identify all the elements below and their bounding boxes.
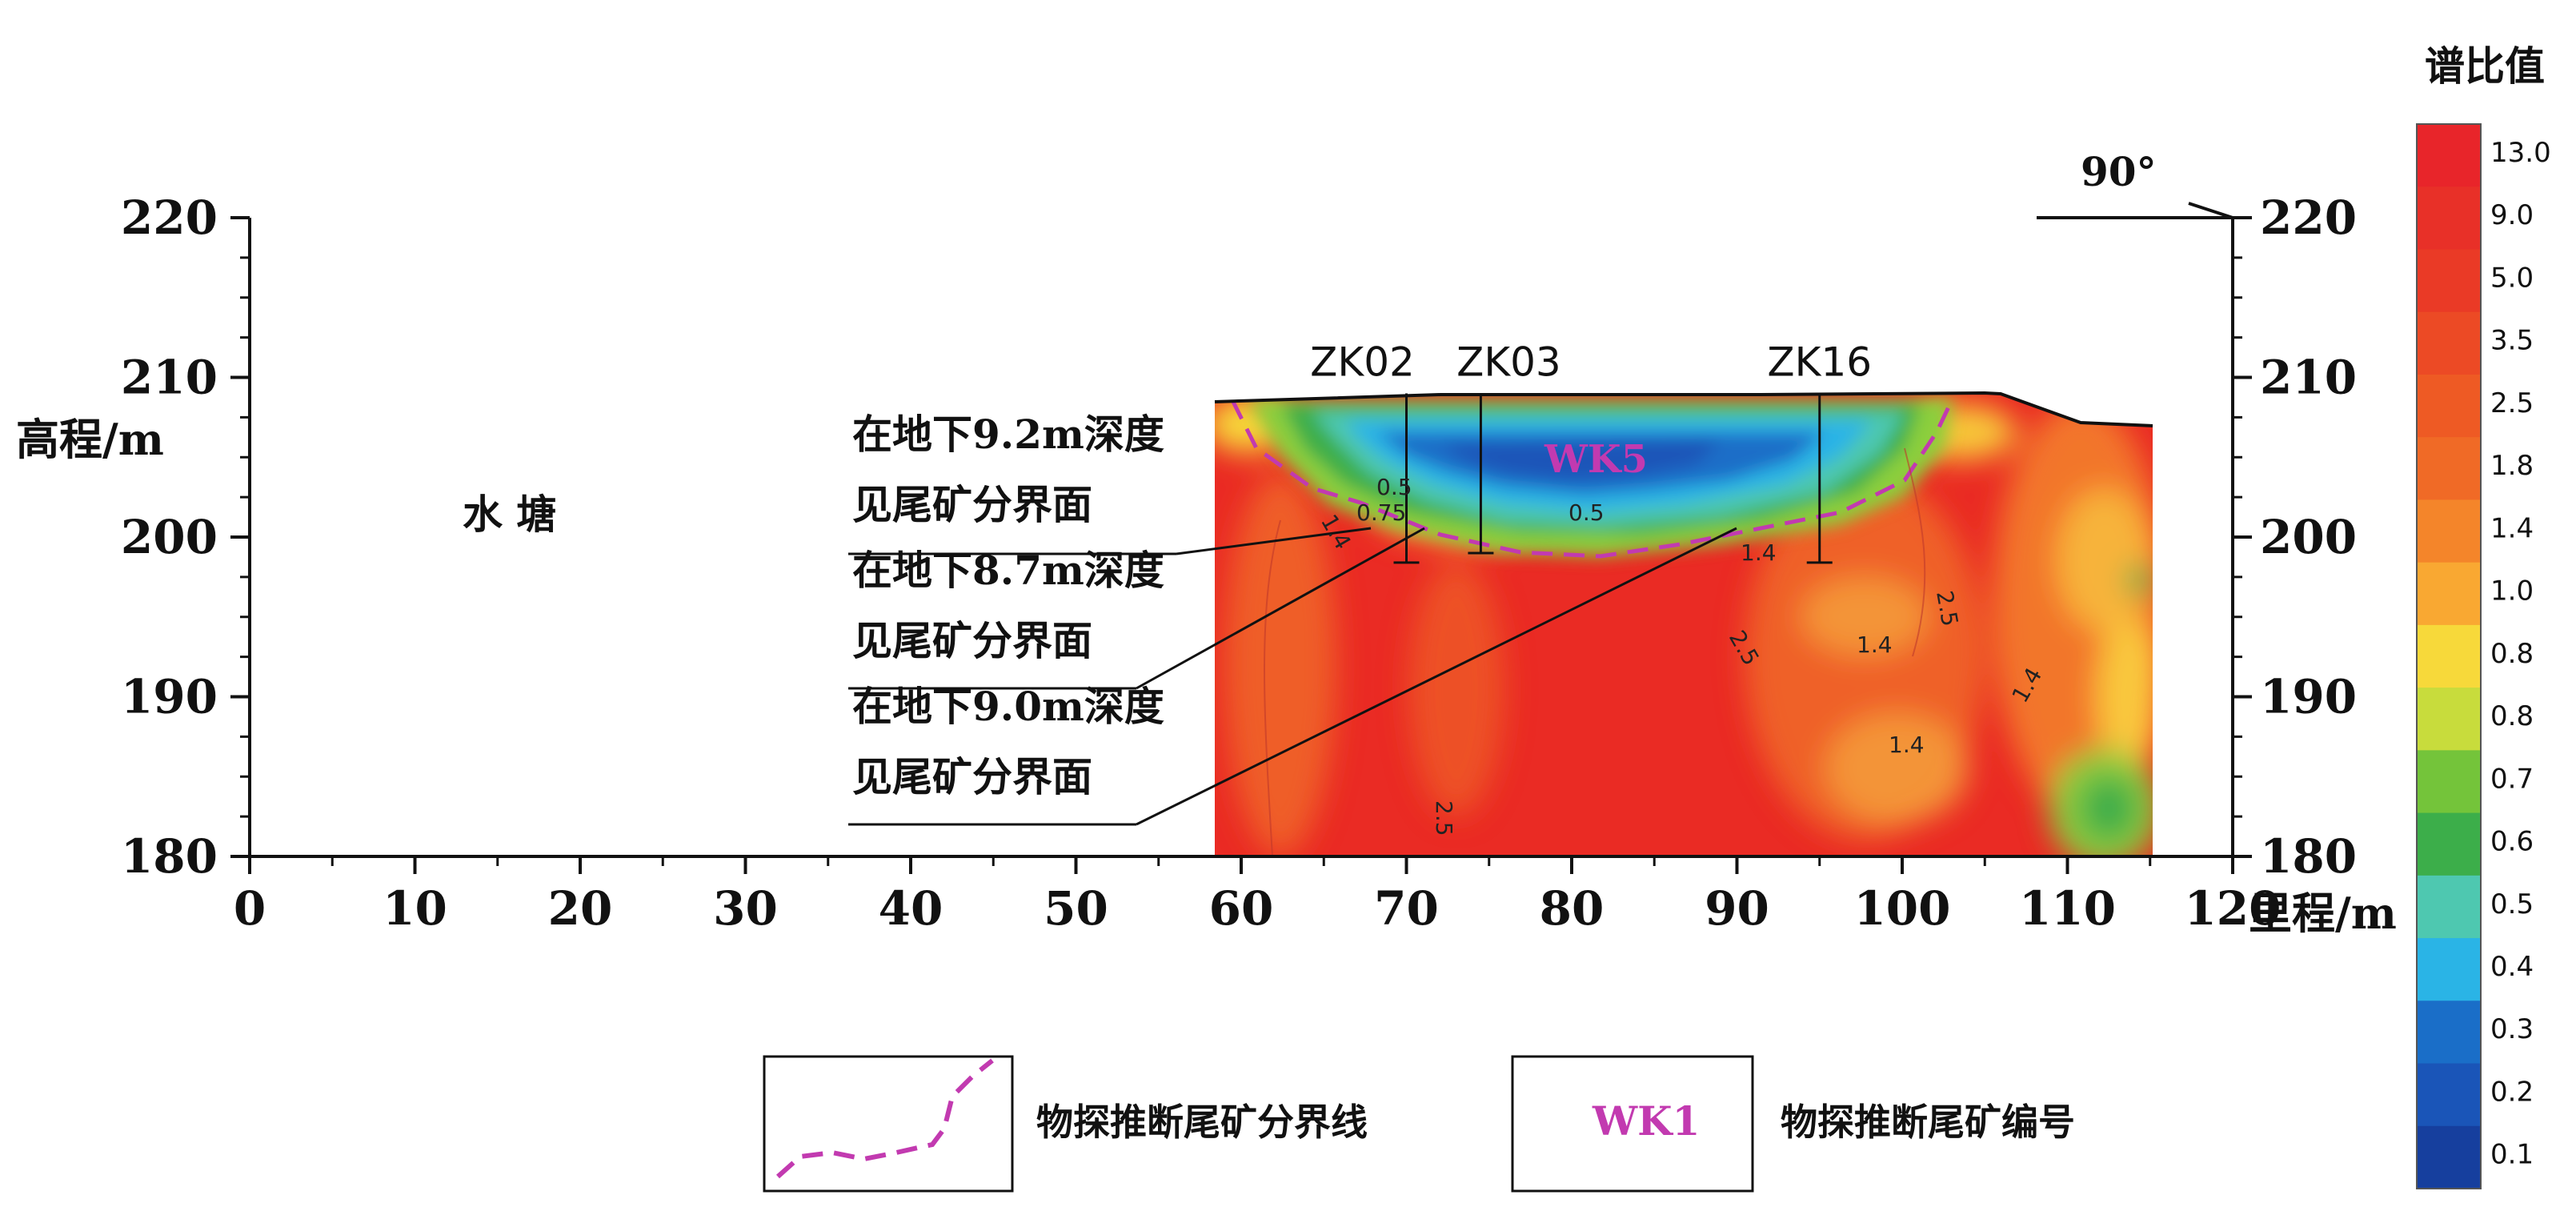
colorbar-swatch [2417,124,2481,188]
colorbar-level-label: 13.0 [2490,137,2551,169]
colorbar-swatch [2417,249,2481,313]
y-left-tick-label: 220 [121,190,218,245]
colorbar-swatch [2417,1000,2481,1065]
tailings-id-label: WK5 [1544,437,1648,482]
colorbar-swatch [2417,624,2481,689]
contour-label: 0.5 [1568,499,1604,526]
colorbar-swatch [2417,499,2481,563]
x-tick-label: 10 [383,881,447,936]
x-tick-label: 30 [713,881,778,936]
colorbar-swatch [2417,750,2481,814]
colorbar-level-label: 5.0 [2490,262,2534,294]
ground-surface-line [1214,391,2153,427]
contour-label: 0.75 [1356,499,1406,526]
colorbar-swatch [2417,812,2481,876]
colorbar-level-label: 1.4 [2490,512,2534,544]
colorbar: 13.0 9.0 5.0 3.5 2.5 1.8 1.4 1.0 0.8 0.8 0.7 0.6 0.5… [2416,123,2551,1189]
colorbar-swatch [2417,374,2481,439]
colorbar-level-label: 0.8 [2490,638,2534,670]
drillhole-label: ZK03 [1456,339,1561,385]
legend-label-boundary: 物探推断尾矿分界线 [1036,1101,1368,1144]
depth-annotations: 在地下9.2m深度见尾矿分界面在地下8.7m深度见尾矿分界面在地下9.0m深度见… [852,411,1164,800]
y-right-tick-label: 190 [2260,670,2357,724]
colorbar-level-label: 2.5 [2490,387,2534,419]
pond-label: 水 塘 [463,491,556,538]
contour-label: 0.5 [1376,474,1412,500]
colorbar-swatch [2417,875,2481,940]
y-left-tick-label: 200 [121,510,218,564]
y-right-tick-label: 180 [2260,829,2357,884]
annotation-interface-text: 见尾矿分界面 [852,481,1092,528]
colorbar-swatch [2417,1125,2481,1189]
x-tick-label: 80 [1540,881,1604,936]
colorbar-level-label: 0.8 [2490,700,2534,732]
legend-label-id: 物探推断尾矿编号 [1781,1101,2075,1144]
colorbar-level-label: 0.2 [2490,1076,2534,1108]
x-axis-ticks: 0 10 20 30 40 50 60 70 80 90 100 110 120 [234,856,2282,936]
legend-wk-symbol: WK1 [1592,1097,1700,1145]
colorbar-level-label: 3.5 [2490,325,2534,357]
y-right-tick-label: 200 [2260,510,2357,564]
colorbar-swatch [2417,938,2481,1002]
legend-box-boundary [763,1055,1014,1193]
colorbar-level-label: 1.8 [2490,450,2534,482]
contour-label: 2.5 [1431,800,1457,836]
x-tick-label: 20 [548,881,613,936]
contour-label: 2.5 [1931,588,1963,628]
colorbar-level-label: 0.1 [2490,1139,2534,1171]
angle-label: 90° [2081,148,2157,195]
annotation-depth-text: 在地下9.2m深度 [852,411,1164,458]
annotation-depth-text: 在地下9.0m深度 [852,683,1164,730]
x-tick-label: 110 [2019,881,2116,936]
y-left-tick-label: 180 [121,829,218,884]
x-tick-label: 70 [1374,881,1439,936]
legend-dashed-line-symbol [776,1058,994,1179]
colorbar-swatch [2417,437,2481,501]
spectral-ratio-heatmap [1215,393,2153,856]
legend-box-id [1511,1055,1754,1193]
legend: 物探推断尾矿分界线 WK1 物探推断尾矿编号 [763,1055,2075,1193]
annotation-leaders [848,527,1737,826]
annotation-interface-text: 见尾矿分界面 [852,617,1092,664]
y-axis-ticks: 180 190 200 210 220 180 190 200 210 220 [121,190,2357,884]
tailings-boundary-line [1230,397,1955,559]
y-axis-title: 高程/m [16,414,164,465]
contour-label: 1.4 [1889,732,1925,758]
x-tick-label: 50 [1044,881,1108,936]
x-tick-label: 40 [879,881,943,936]
colorbar-level-label: 0.4 [2490,951,2534,983]
x-tick-label: 90 [1705,881,1769,936]
colorbar-level-label: 0.6 [2490,826,2534,858]
y-left-tick-label: 190 [121,670,218,724]
colorbar-swatch [2417,562,2481,626]
colorbar-level-label: 9.0 [2490,199,2534,231]
annotation-interface-text: 见尾矿分界面 [852,753,1092,800]
colorbar-swatch [2417,1063,2481,1127]
x-tick-label: 100 [1853,881,1950,936]
x-tick-label: 60 [1209,881,1274,936]
x-axis-title: 里程/m [2249,888,2397,939]
drillhole-label: ZK02 [1310,339,1415,385]
colorbar-level-label: 0.3 [2490,1013,2534,1045]
contour-labels: 0.50.50.751.4 1.42.5 1.42.51.41.42.5 [1316,474,2047,836]
y-left-tick-label: 210 [121,351,218,405]
y-right-tick-label: 220 [2260,190,2357,245]
x-tick-label: 0 [234,881,266,936]
colorbar-level-label: 0.5 [2490,888,2534,920]
x-tick-label: 120 [2184,881,2281,936]
drillhole-label: ZK16 [1767,339,1872,385]
colorbar-swatch [2417,186,2481,251]
colorbar-swatch [2417,311,2481,375]
contour-label: 1.4 [1741,539,1777,566]
colorbar-title: 谱比值 [2425,42,2545,90]
colorbar-level-label: 0.7 [2490,763,2534,795]
annotation-depth-text: 在地下8.7m深度 [852,547,1164,594]
drillholes: ZK02 ZK03 ZK16 [1310,339,1872,564]
colorbar-border [2416,123,2482,1189]
colorbar-swatch [2417,688,2481,752]
colorbar-level-label: 1.0 [2490,575,2534,608]
contour-label: 1.4 [1857,632,1893,658]
y-right-tick-label: 210 [2260,351,2357,405]
